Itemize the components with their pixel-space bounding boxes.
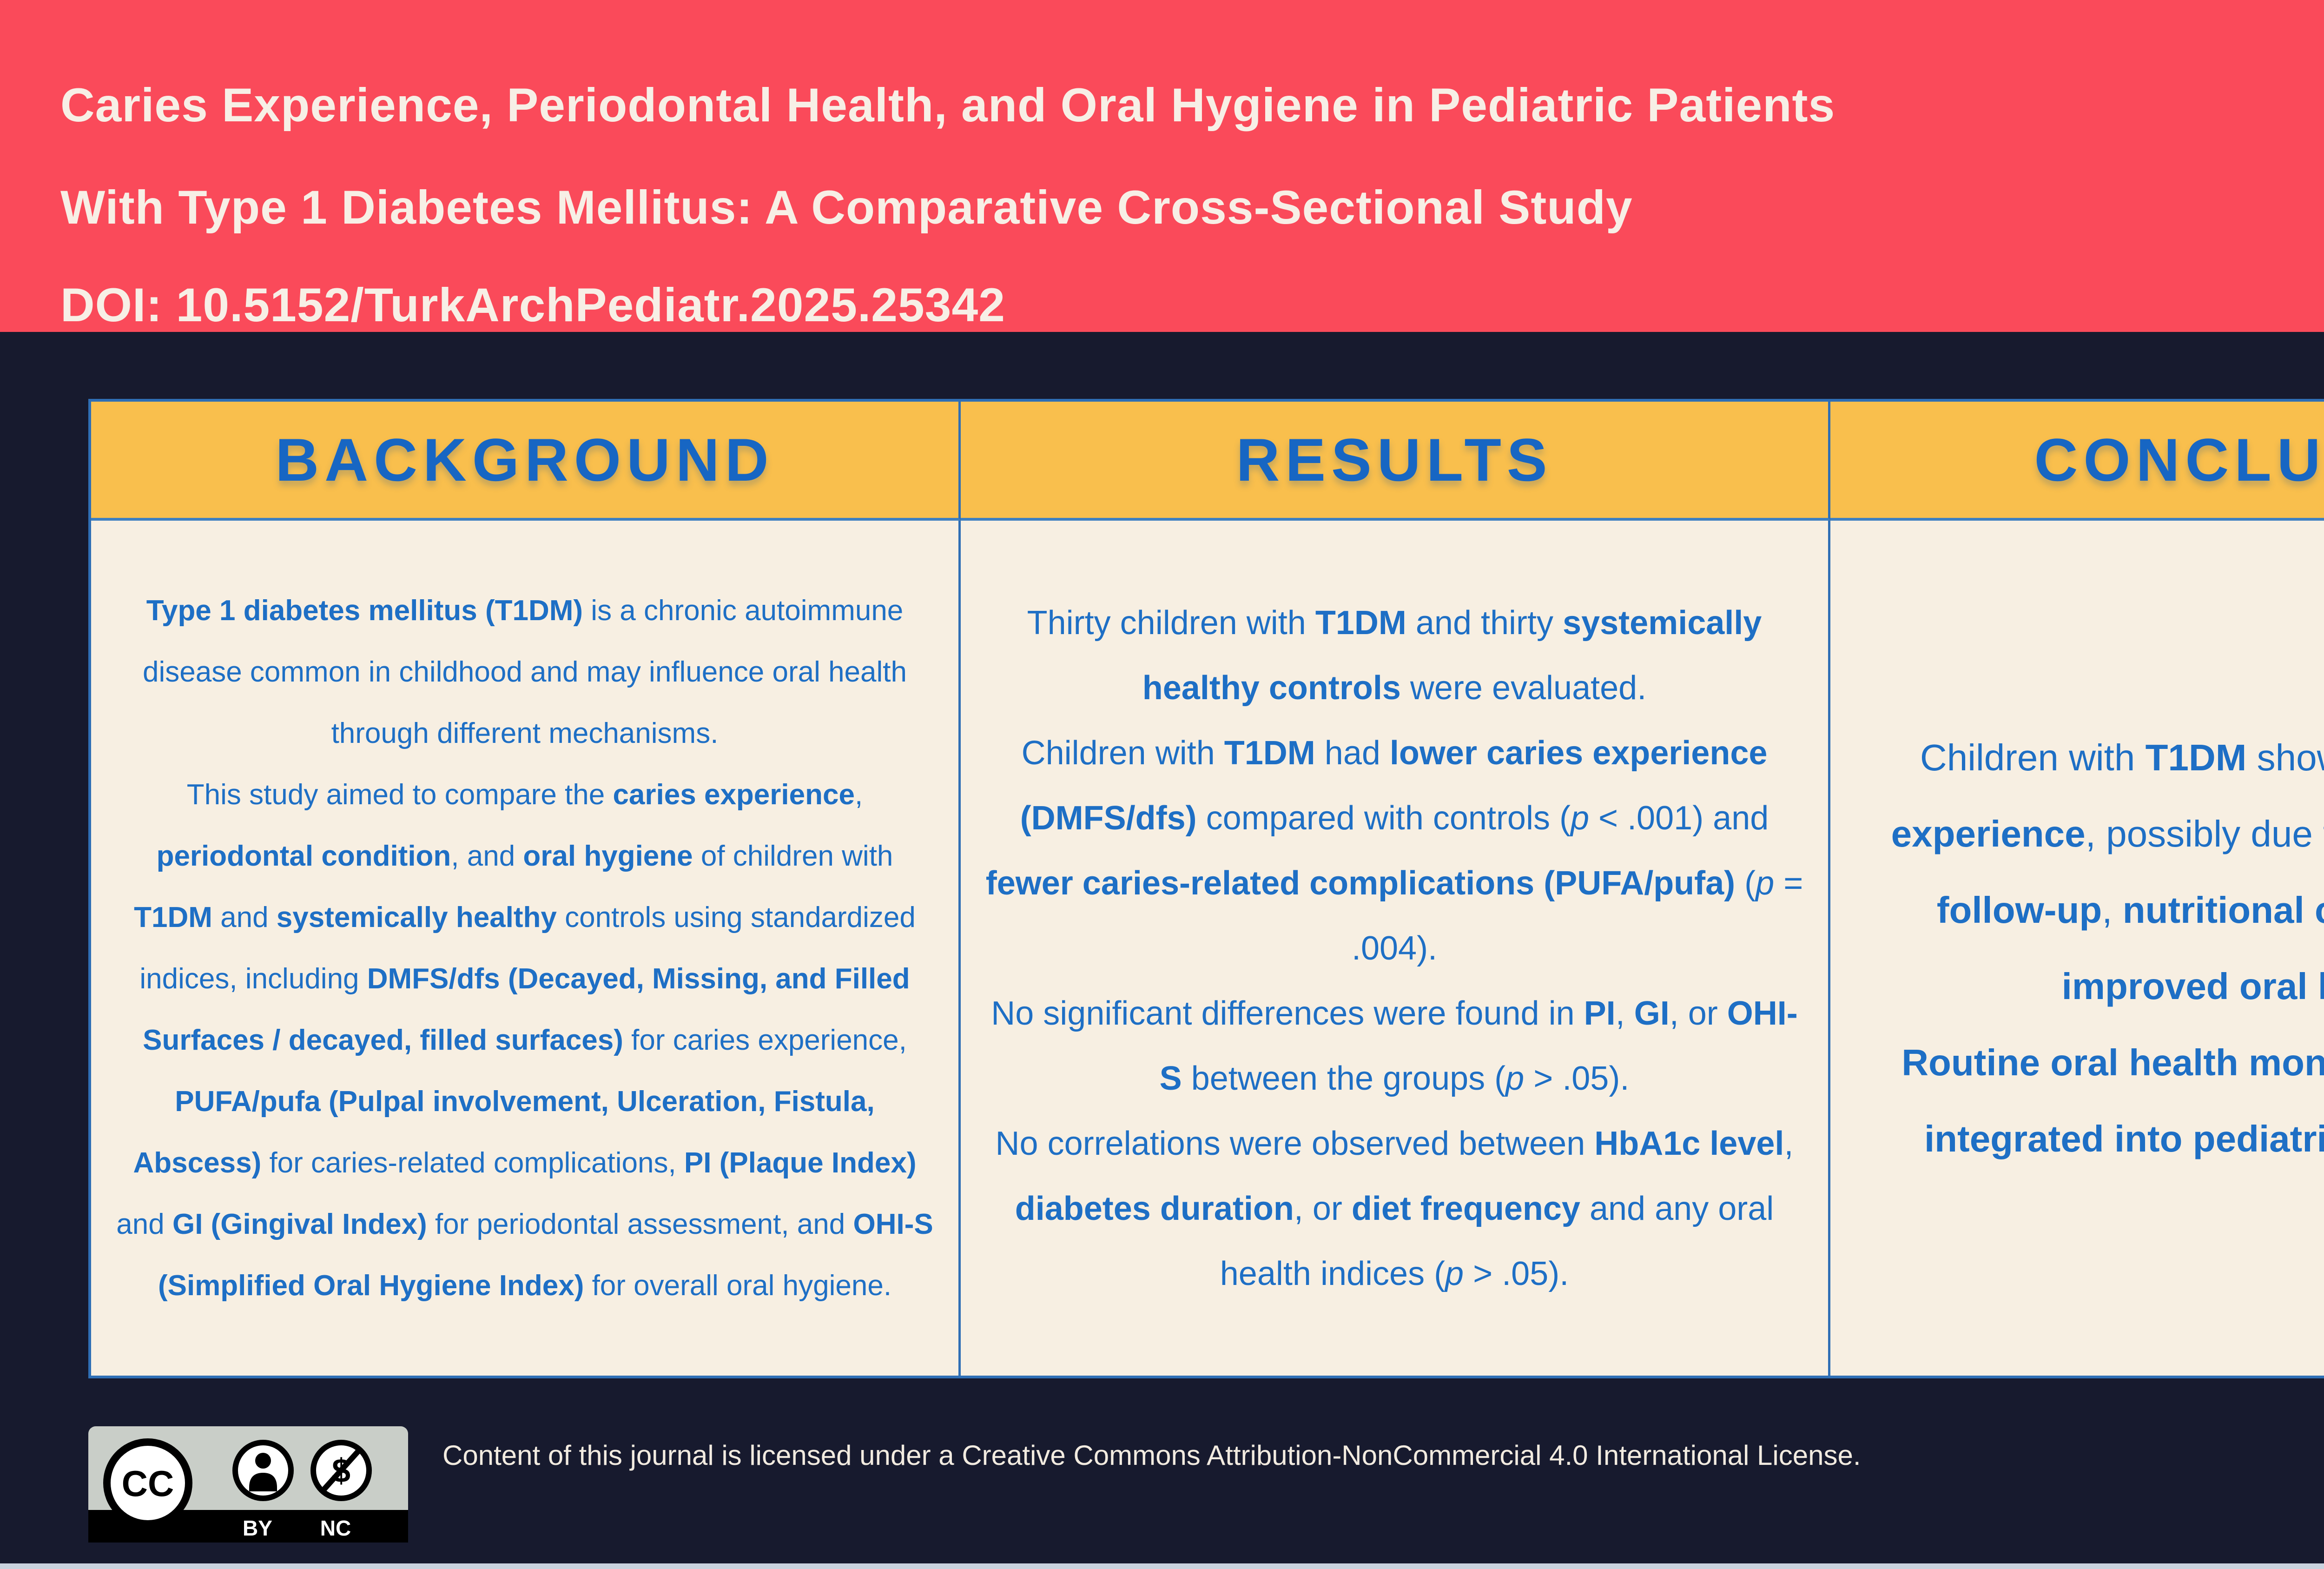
paragraph: No significant differences were found in… — [991, 994, 1798, 1097]
page-title-line-1: Caries Experience, Periodontal Health, a… — [60, 79, 1835, 132]
non-commercial-icon: $ — [310, 1440, 372, 1501]
by-label: BY — [243, 1516, 272, 1540]
license-text: Content of this journal is licensed unde… — [442, 1440, 1861, 1471]
nc-label: NC — [320, 1516, 351, 1540]
bottom-edge-line — [0, 1563, 2324, 1569]
cc-icon: CC — [103, 1438, 192, 1528]
column-header-results: RESULTS — [961, 402, 1830, 521]
attribution-person-icon — [232, 1440, 294, 1501]
conclusion-cell: Children with T1DM showed lower caries e… — [1830, 521, 2324, 1376]
paragraph: Children with T1DM had lower caries expe… — [985, 734, 1803, 967]
column-header-conclusion: CONCLUSION — [1830, 402, 2324, 521]
column-header-background: BACKGROUND — [91, 402, 961, 521]
paragraph: Children with T1DM showed lower caries e… — [1891, 736, 2324, 1007]
summary-table: BACKGROUND RESULTS CONCLUSION Type 1 dia… — [88, 399, 2324, 1378]
results-cell: Thirty children with T1DM and thirty sys… — [961, 521, 1830, 1376]
background-cell: Type 1 diabetes mellitus (T1DM) is a chr… — [91, 521, 961, 1376]
doi-text: DOI: 10.5152/TurkArchPediatr.2025.25342 — [60, 278, 1005, 331]
paragraph: Routine oral health monitoring should be… — [1901, 1041, 2324, 1159]
svg-text:CC: CC — [122, 1463, 174, 1504]
page-title-line-2: With Type 1 Diabetes Mellitus: A Compara… — [60, 181, 1633, 234]
paragraph: This study aimed to compare the caries e… — [116, 778, 933, 1302]
paragraph: Thirty children with T1DM and thirty sys… — [1027, 604, 1762, 707]
paragraph: No correlations were observed between Hb… — [995, 1125, 1794, 1292]
cc-license-badge: CC $ BY NC — [88, 1426, 408, 1543]
paragraph: Type 1 diabetes mellitus (T1DM) is a chr… — [143, 594, 907, 749]
header-band: Caries Experience, Periodontal Health, a… — [0, 0, 2324, 332]
